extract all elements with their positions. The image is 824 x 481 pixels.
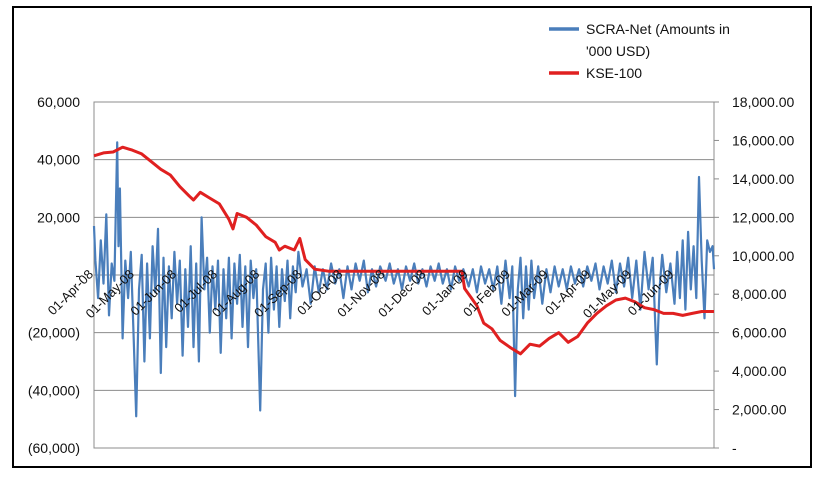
left-tick-label: (20,000) bbox=[28, 325, 80, 341]
right-tick-label: - bbox=[732, 440, 737, 456]
right-tick-label: 10,000.00 bbox=[732, 248, 794, 264]
right-tick-label: 16,000.00 bbox=[732, 132, 794, 148]
left-axis-ticks: 60,000 40,000 20,000 - (20,000) (40,000) (60,0… bbox=[28, 94, 80, 456]
legend: SCRA-Net (Amounts in '000 USD) KSE-100 bbox=[549, 21, 730, 81]
chart-frame: 60,000 40,000 20,000 - (20,000) (40,000) (60,0… bbox=[12, 6, 812, 468]
right-tick-label: 14,000.00 bbox=[732, 171, 794, 187]
left-tick-label: (60,000) bbox=[28, 440, 80, 456]
right-tick-label: 4,000.00 bbox=[732, 363, 787, 379]
left-tick-label: 60,000 bbox=[37, 94, 80, 110]
left-tick-label: 20,000 bbox=[37, 209, 80, 225]
left-tick-label: 40,000 bbox=[37, 152, 80, 168]
axes bbox=[93, 101, 715, 449]
right-tick-label: 8,000.00 bbox=[732, 286, 787, 302]
legend-label: '000 USD) bbox=[586, 43, 650, 59]
right-tick-label: 18,000.00 bbox=[732, 94, 794, 110]
series-layer bbox=[92, 141, 716, 418]
legend-label: SCRA-Net (Amounts in bbox=[586, 21, 730, 37]
series-scra-net-line bbox=[92, 141, 716, 418]
left-tick-label: - bbox=[75, 267, 80, 283]
chart-svg: 60,000 40,000 20,000 - (20,000) (40,000) (60,0… bbox=[28, 21, 795, 456]
left-tick-label: (40,000) bbox=[28, 382, 80, 398]
series-kse100-line bbox=[93, 145, 714, 356]
legend-label: KSE-100 bbox=[586, 65, 642, 81]
plot-area bbox=[93, 101, 715, 449]
right-axis-ticks: 18,000.00 16,000.00 14,000.00 12,000.00 10,0… bbox=[714, 94, 794, 456]
right-tick-label: 6,000.00 bbox=[732, 325, 787, 341]
right-tick-label: 2,000.00 bbox=[732, 402, 787, 418]
right-tick-label: 12,000.00 bbox=[732, 209, 794, 225]
